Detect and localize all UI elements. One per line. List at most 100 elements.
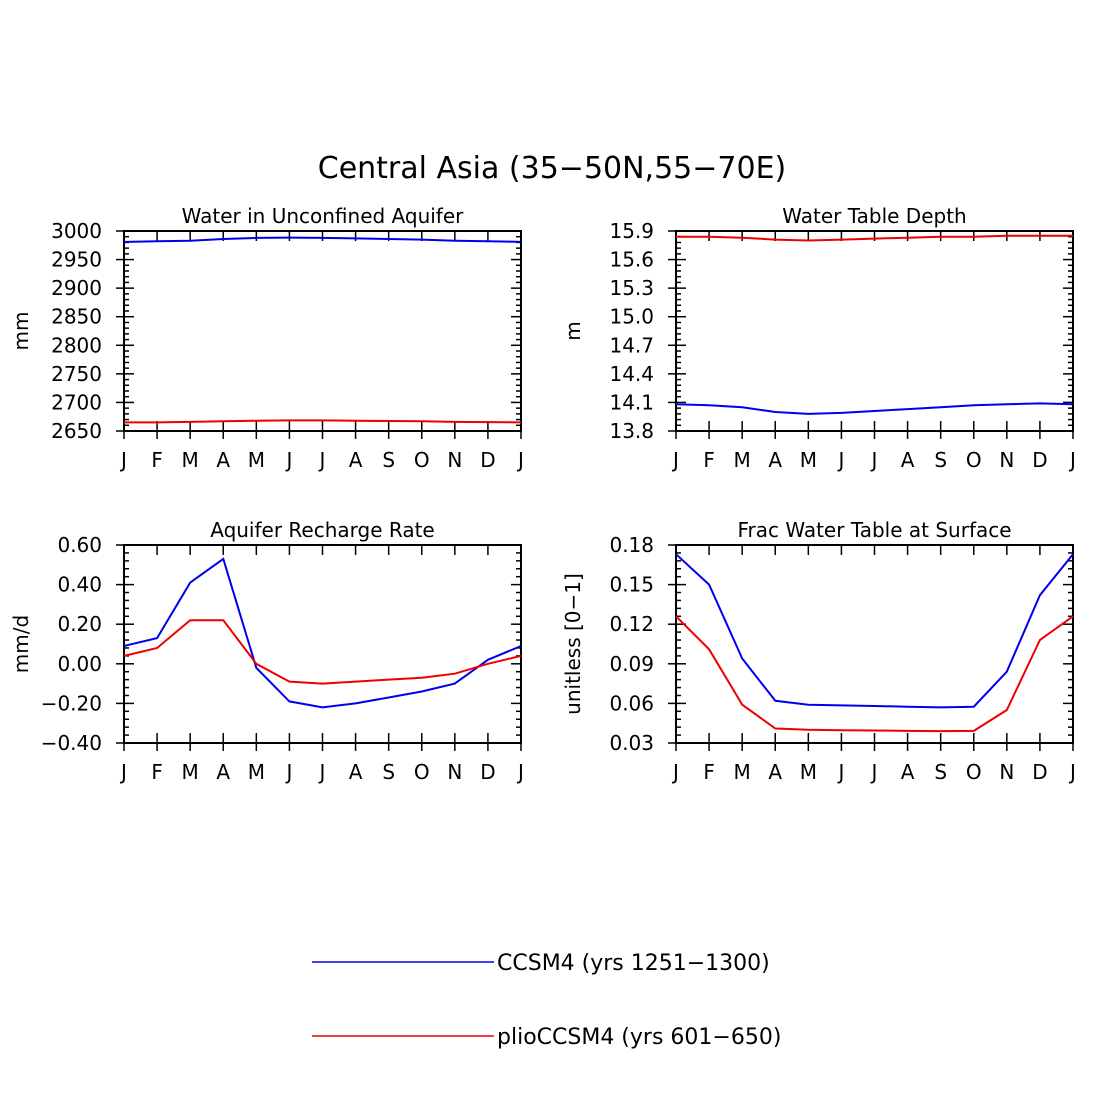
x-tick-label: N	[447, 448, 462, 472]
series-line-ccsm4	[675, 402, 1074, 415]
y-tick-label: 2900	[51, 276, 102, 300]
y-tick-label: 2950	[51, 248, 102, 272]
x-tick-label: M	[182, 760, 199, 784]
x-tick-label: J	[119, 760, 127, 784]
panel-title: Water Table Depth	[782, 204, 966, 228]
series-line-ccsm4	[123, 557, 522, 709]
series-line-ccsm4	[675, 553, 1074, 709]
y-tick-label: 0.06	[609, 691, 654, 715]
plot-frame	[675, 230, 1074, 432]
plot-frame	[123, 230, 522, 432]
x-tick-label: D	[480, 448, 495, 472]
series-line-plioccsm4	[123, 619, 522, 685]
x-tick-label: M	[734, 448, 751, 472]
x-tick-label: D	[1032, 448, 1047, 472]
x-tick-label: M	[800, 760, 817, 784]
y-tick-label: 2700	[51, 390, 102, 414]
x-tick-label: J	[870, 448, 878, 472]
x-tick-label: J	[1068, 448, 1076, 472]
x-tick-label: J	[516, 760, 524, 784]
y-tick-label: 0.00	[57, 652, 102, 676]
y-tick-label: 13.8	[609, 419, 654, 443]
x-tick-label: N	[999, 760, 1014, 784]
x-tick-label: N	[999, 448, 1014, 472]
x-tick-label: J	[671, 760, 679, 784]
x-tick-label: M	[248, 448, 265, 472]
panel-title: Aquifer Recharge Rate	[210, 518, 435, 542]
x-tick-label: J	[284, 448, 292, 472]
x-tick-label: J	[671, 448, 679, 472]
y-tick-label: 0.40	[57, 573, 102, 597]
y-tick-label: 14.7	[609, 333, 654, 357]
x-tick-label: O	[966, 760, 982, 784]
x-tick-label: F	[703, 448, 715, 472]
y-axis-label: mm	[9, 312, 33, 351]
x-tick-label: M	[800, 448, 817, 472]
x-tick-label: J	[870, 760, 878, 784]
x-tick-label: J	[1068, 760, 1076, 784]
y-axis-label: unitless [0−1]	[561, 573, 585, 715]
legend-label-1: CCSM4 (yrs 1251−1300)	[497, 951, 770, 976]
series-line-plioccsm4	[675, 615, 1074, 733]
y-tick-label: 2750	[51, 362, 102, 386]
x-tick-label: F	[151, 760, 163, 784]
x-tick-label: J	[836, 448, 844, 472]
y-tick-label: 2800	[51, 333, 102, 357]
x-tick-label: S	[382, 760, 395, 784]
x-tick-label: M	[182, 448, 199, 472]
panel-title: Frac Water Table at Surface	[737, 518, 1011, 542]
y-tick-label: 0.18	[609, 533, 654, 557]
y-tick-label: 15.3	[609, 276, 654, 300]
x-tick-label: J	[836, 760, 844, 784]
x-tick-label: O	[414, 760, 430, 784]
series-line-plioccsm4	[124, 419, 522, 424]
legend-label-2: plioCCSM4 (yrs 601−650)	[497, 1025, 781, 1050]
x-tick-label: A	[901, 448, 915, 472]
x-tick-label: A	[349, 760, 363, 784]
x-tick-label: F	[703, 760, 715, 784]
figure-title: Central Asia (35−50N,55−70E)	[318, 151, 787, 186]
series-line-plioccsm4	[676, 234, 1073, 242]
x-tick-label: A	[901, 760, 915, 784]
y-tick-label: 14.4	[609, 362, 654, 386]
y-tick-label: 0.15	[609, 573, 654, 597]
y-tick-label: −0.40	[41, 731, 102, 755]
panel-4: Frac Water Table at Surface unitless [0−1…	[561, 518, 1076, 784]
x-tick-label: J	[318, 760, 326, 784]
x-tick-label: S	[934, 448, 947, 472]
x-tick-label: O	[966, 448, 982, 472]
y-tick-label: 15.9	[609, 219, 654, 243]
y-tick-label: 2650	[51, 419, 102, 443]
x-tick-label: J	[318, 448, 326, 472]
y-tick-label: 0.09	[609, 652, 654, 676]
x-tick-label: J	[119, 448, 127, 472]
x-tick-label: A	[216, 448, 230, 472]
x-tick-label: S	[382, 448, 395, 472]
x-tick-label: A	[216, 760, 230, 784]
y-tick-label: 0.60	[57, 533, 102, 557]
x-tick-label: O	[414, 448, 430, 472]
legend: CCSM4 (yrs 1251−1300) plioCCSM4 (yrs 601−…	[312, 951, 781, 1050]
y-tick-label: 15.6	[609, 248, 654, 272]
y-tick-label: 15.0	[609, 305, 654, 329]
y-axis-label: mm/d	[9, 615, 33, 673]
x-tick-label: M	[248, 760, 265, 784]
y-tick-label: −0.20	[41, 691, 102, 715]
x-tick-label: D	[1032, 760, 1047, 784]
x-tick-label: A	[768, 448, 782, 472]
x-tick-label: J	[284, 760, 292, 784]
plot-frame	[123, 544, 522, 744]
x-tick-label: F	[151, 448, 163, 472]
y-tick-label: 0.03	[609, 731, 654, 755]
series-line-ccsm4	[123, 236, 522, 243]
x-tick-label: D	[480, 760, 495, 784]
y-tick-label: 3000	[51, 219, 102, 243]
x-tick-label: A	[349, 448, 363, 472]
x-tick-label: M	[734, 760, 751, 784]
x-tick-label: N	[447, 760, 462, 784]
